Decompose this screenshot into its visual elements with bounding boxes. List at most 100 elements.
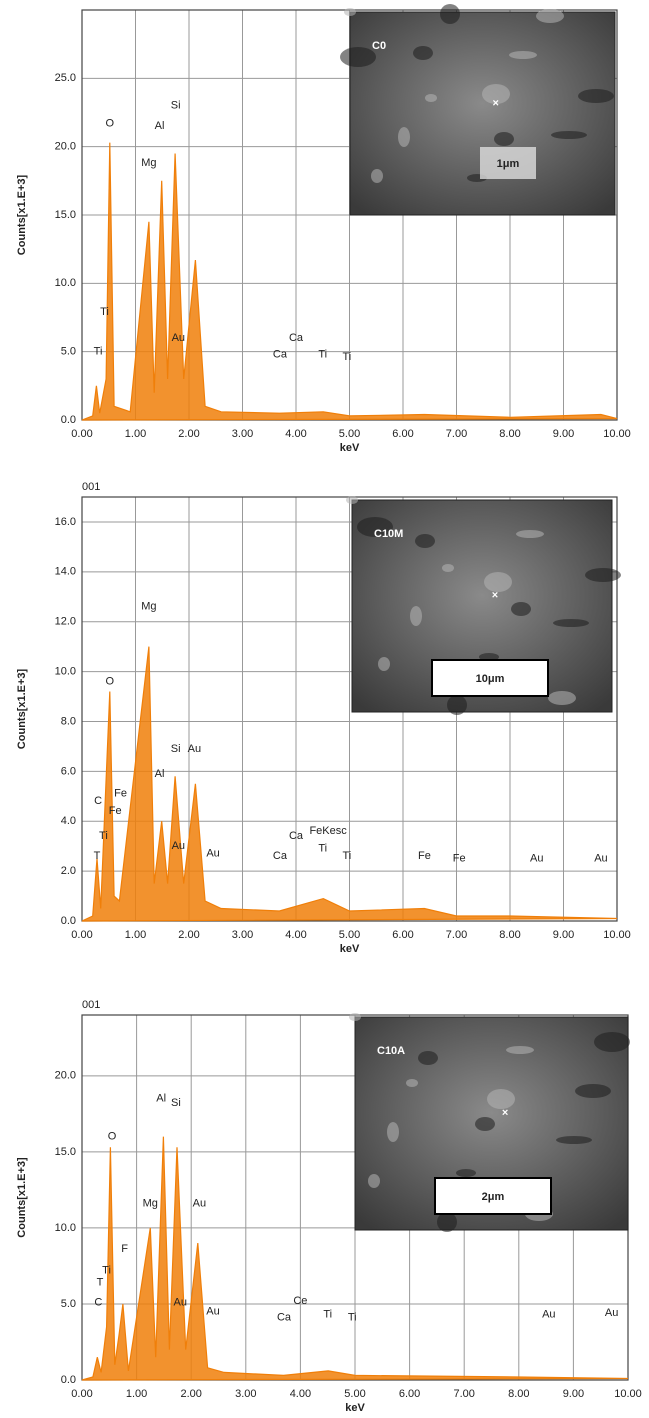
peak-label: Au (193, 1197, 206, 1209)
x-tick-label: 7.00 (453, 1388, 474, 1400)
sem-texture (482, 84, 510, 104)
sem-texture (371, 169, 383, 183)
peak-label: Mg (141, 157, 156, 169)
sem-texture (594, 1032, 630, 1052)
peak-label: Ca (273, 850, 288, 862)
peak-label: Au (172, 840, 185, 852)
sem-texture (346, 496, 358, 504)
y-tick-label: 4.0 (61, 815, 76, 827)
sem-texture (413, 46, 433, 60)
inset-label: C10A (377, 1045, 405, 1057)
y-tick-label: 8.0 (61, 715, 76, 727)
x-tick-label: 10.00 (614, 1388, 642, 1400)
x-tick-label: 9.00 (553, 428, 574, 440)
x-axis-label: keV (340, 943, 360, 955)
sem-texture (378, 657, 390, 671)
sem-texture (536, 9, 564, 23)
sem-texture (442, 564, 454, 572)
peak-label: Fe (109, 805, 122, 817)
sem-texture (553, 619, 589, 627)
y-tick-label: 25.0 (55, 72, 76, 84)
peak-label: Ti (100, 306, 109, 318)
sem-texture (511, 602, 531, 616)
y-tick-label: 5.0 (61, 346, 76, 358)
sem-texture (410, 606, 422, 626)
x-tick-label: 10.00 (603, 428, 631, 440)
sem-texture (425, 94, 437, 102)
peak-label: Al (155, 120, 165, 132)
x-tick-label: 5.00 (339, 428, 360, 440)
x-tick-label: 10.00 (603, 929, 631, 941)
sem-inset: C10A × 2μm (349, 1013, 630, 1232)
peak-label: Au (605, 1307, 618, 1319)
y-axis-label: Counts[x1.E+3] (16, 174, 28, 255)
sem-texture (456, 1169, 476, 1177)
spectrum (81, 142, 618, 421)
peak-label: C (94, 795, 102, 807)
x-axis-label: keV (340, 442, 360, 454)
sem-texture (340, 47, 376, 67)
y-tick-label: 12.0 (55, 616, 76, 628)
peak-label: O (106, 675, 115, 687)
x-tick-label: 2.00 (180, 1388, 201, 1400)
inset-marker: × (492, 589, 498, 601)
x-tick-label: 9.00 (563, 1388, 584, 1400)
peak-label: Au (174, 1296, 187, 1308)
peak-label: Ca (277, 1312, 292, 1324)
sem-inset: C10M × 10μm (346, 496, 621, 715)
sem-texture (548, 691, 576, 705)
x-axis-label: keV (345, 1402, 365, 1414)
x-tick-label: 8.00 (499, 428, 520, 440)
y-tick-label: 16.0 (55, 516, 76, 528)
sem-texture (585, 568, 621, 582)
sem-texture (357, 517, 393, 537)
x-tick-label: 6.00 (392, 428, 413, 440)
y-axis-label: Counts[x1.E+3] (16, 668, 28, 749)
peak-label: Au (542, 1309, 555, 1321)
peak-label: O (108, 1131, 117, 1143)
sem-texture (344, 8, 356, 16)
sem-texture (440, 4, 460, 24)
peak-label: Ti (99, 830, 108, 842)
x-tick-label: 7.00 (446, 428, 467, 440)
peak-label: C (94, 1296, 102, 1308)
peak-label: Ti (318, 843, 327, 855)
sem-texture (484, 572, 512, 592)
peak-label: Ti (102, 1264, 111, 1276)
x-tick-label: 4.00 (290, 1388, 311, 1400)
peak-label: T (94, 850, 101, 862)
peak-label: Al (156, 1093, 166, 1105)
y-tick-label: 20.0 (55, 1070, 76, 1082)
peak-label: Mg (141, 601, 156, 613)
peak-label: Ti (348, 1312, 357, 1324)
sem-texture (437, 1212, 457, 1232)
x-tick-label: 1.00 (125, 929, 146, 941)
peak-label: Au (594, 853, 607, 865)
x-tick-label: 3.00 (232, 929, 253, 941)
inset-scale: 2μm (482, 1191, 505, 1203)
peak-label: Al (155, 768, 165, 780)
peak-label: Fe (453, 853, 466, 865)
panel-header: 001 (82, 481, 100, 493)
peak-label: Ti (318, 348, 327, 360)
peak-label: Fe (114, 788, 127, 800)
x-tick-label: 2.00 (178, 929, 199, 941)
sem-texture (447, 695, 467, 715)
peak-label: Au (206, 1305, 219, 1317)
peak-label: Ca (289, 830, 304, 842)
scale-box (431, 659, 549, 697)
x-tick-label: 8.00 (499, 929, 520, 941)
y-tick-label: 14.0 (55, 566, 76, 578)
y-tick-label: 0.0 (61, 414, 76, 426)
peak-label: Au (530, 853, 543, 865)
y-tick-label: 10.0 (55, 277, 76, 289)
peak-label: Au (188, 743, 201, 755)
y-tick-label: 10.0 (55, 665, 76, 677)
x-tick-label: 4.00 (285, 929, 306, 941)
x-tick-label: 6.00 (399, 1388, 420, 1400)
peak-label: F (121, 1243, 128, 1255)
peak-label: Au (206, 848, 219, 860)
y-tick-label: 0.0 (61, 915, 76, 927)
inset-label: C10M (374, 528, 403, 540)
peak-label: Ca (273, 348, 288, 360)
